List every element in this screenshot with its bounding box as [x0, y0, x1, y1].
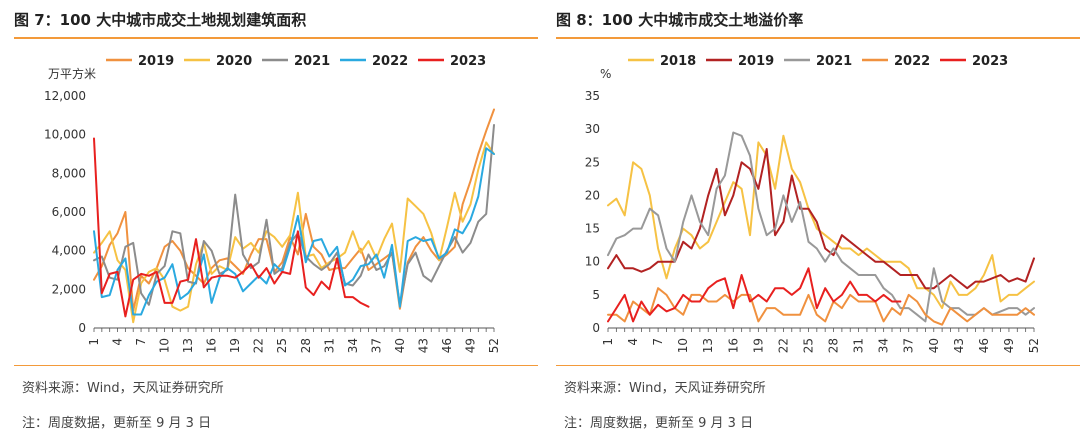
legend-label-2022: 2022: [894, 54, 930, 69]
y-tick-label: 35: [585, 89, 600, 103]
x-tick-label: 43: [416, 338, 430, 353]
y-tick-label: 8,000: [52, 166, 86, 180]
y-tick-label: 0: [78, 321, 86, 335]
y-tick-label: 6,000: [52, 205, 86, 219]
y-tick-label: 25: [585, 155, 600, 169]
update-note: 注：周度数据，更新至 9 月 3 日: [22, 416, 212, 431]
x-tick-label: 22: [776, 338, 790, 353]
y-tick-label: 12,000: [44, 89, 86, 103]
legend-label-2019: 2019: [738, 54, 774, 69]
update-note: 注：周度数据，更新至 9 月 3 日: [564, 416, 754, 431]
chart-panel-building-area: 图 7：100 大中城市成交土地规划建筑面积 万平方米 0 2,000 4,000 6,…: [14, 0, 538, 436]
y-axis-label: %: [600, 67, 611, 81]
y-tick-label: 15: [585, 222, 600, 236]
series-line-2022: [93, 147, 495, 316]
footer-divider: [556, 365, 1080, 366]
x-tick-label: 1: [601, 338, 615, 346]
x-tick-label: 19: [751, 338, 765, 353]
y-tick-label: 10,000: [44, 128, 86, 142]
x-tick-label: 16: [726, 338, 740, 353]
x-tick-label: 13: [701, 338, 715, 353]
x-tick-label: 16: [205, 338, 219, 353]
figure-title: 图 8：100 大中城市成交土地溢价率: [556, 11, 804, 29]
x-tick-label: 49: [1002, 338, 1016, 353]
x-tick-label: 37: [369, 338, 383, 353]
series-line-2020: [93, 141, 495, 324]
y-tick-label: 10: [585, 255, 600, 269]
y-tick-label: 2,000: [52, 282, 86, 296]
y-axis-label: 万平方米: [48, 66, 96, 81]
x-tick-label: 40: [927, 338, 941, 353]
y-tick-label: 4,000: [52, 244, 86, 258]
legend-label-2023: 2023: [450, 54, 486, 69]
x-tick-label: 10: [158, 338, 172, 353]
y-tick-label: 5: [592, 288, 600, 302]
x-tick-label: 25: [275, 338, 289, 353]
x-tick-label: 7: [651, 338, 665, 346]
x-tick-label: 40: [393, 338, 407, 353]
x-tick-label: 43: [952, 338, 966, 353]
figure-title: 图 7：100 大中城市成交土地规划建筑面积: [14, 11, 307, 29]
legend-label-2021: 2021: [816, 54, 852, 69]
footer-divider: [14, 365, 538, 366]
x-tick-label: 31: [322, 338, 336, 353]
x-tick-label: 25: [801, 338, 815, 353]
series-line-2021: [93, 124, 495, 306]
x-tick-label: 13: [181, 338, 195, 353]
x-tick-label: 22: [252, 338, 266, 353]
x-tick-label: 52: [487, 338, 501, 353]
series-line-2022: [607, 287, 1035, 326]
title-divider: [14, 37, 538, 39]
x-tick-label: 10: [676, 338, 690, 353]
x-tick-label: 1: [87, 338, 101, 346]
x-tick-label: 4: [626, 338, 640, 346]
series-line-2018: [607, 134, 1035, 310]
x-tick-label: 4: [111, 338, 125, 346]
x-tick-label: 49: [463, 338, 477, 353]
x-tick-label: 7: [134, 338, 148, 346]
series-line-2021: [607, 131, 1035, 323]
x-tick-label: 46: [440, 338, 454, 353]
y-tick-label: 20: [585, 188, 600, 202]
x-tick-label: 19: [228, 338, 242, 353]
source-note: 资料来源：Wind，天风证券研究所: [564, 381, 766, 396]
line-chart-building-area: 万平方米 0 2,000 4,000 6,000 8,000 10,000 12,000 1 4 7…: [44, 54, 501, 353]
y-tick-label: 0: [592, 321, 600, 335]
title-divider: [556, 37, 1080, 39]
line-chart-premium-rate: % 0 5 10 15 20 25 30 35 1 4 7 10 13 16 19 22 25 28 31 34 37 40…: [585, 54, 1041, 353]
legend-label-2020: 2020: [216, 54, 252, 69]
x-tick-label: 37: [902, 338, 916, 353]
x-tick-label: 28: [299, 338, 313, 353]
series-line-2023: [607, 267, 902, 323]
x-tick-label: 28: [827, 338, 841, 353]
x-tick-label: 52: [1027, 338, 1041, 353]
legend-label-2019: 2019: [138, 54, 174, 69]
series-line-2019: [93, 108, 495, 312]
legend-label-2023: 2023: [972, 54, 1008, 69]
x-tick-label: 34: [877, 338, 891, 353]
legend-label-2021: 2021: [294, 54, 330, 69]
source-note: 资料来源：Wind，天风证券研究所: [22, 381, 224, 396]
chart-panel-premium-rate: 图 8：100 大中城市成交土地溢价率 % 0 5 10 15 20 25 30 35 1 4 7 10…: [556, 0, 1080, 436]
x-tick-label: 34: [346, 338, 360, 353]
x-tick-label: 46: [977, 338, 991, 353]
x-tick-label: 31: [852, 338, 866, 353]
series-line-2023: [93, 137, 370, 318]
y-tick-label: 30: [585, 122, 600, 136]
legend-label-2022: 2022: [372, 54, 408, 69]
legend-label-2018: 2018: [660, 54, 696, 69]
series-line-2019: [607, 148, 1035, 290]
